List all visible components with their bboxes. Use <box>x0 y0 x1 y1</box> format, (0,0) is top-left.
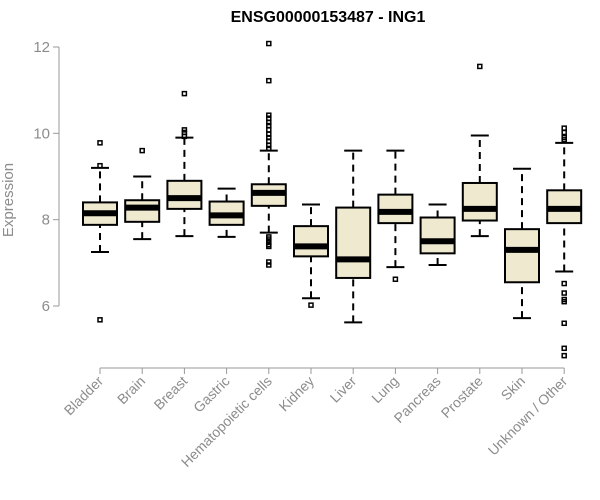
box-group-2 <box>166 90 203 238</box>
box-6 <box>335 206 372 279</box>
outlier-4-10 <box>266 142 272 149</box>
y-axis-label: Expression <box>0 163 17 237</box>
box-8 <box>419 216 456 255</box>
box-group-7 <box>377 149 414 282</box>
outlier-1-0 <box>139 147 145 154</box>
x-tick-label-7: Lung <box>368 373 401 406</box>
outlier-11-10 <box>561 352 567 359</box>
x-tick-label-11: Unknown / Other <box>485 373 571 459</box>
box-group-0 <box>82 140 118 323</box>
outlier-7-0 <box>392 276 399 282</box>
outlier-4-3 <box>266 115 272 121</box>
box-group-11 <box>546 125 583 359</box>
outlier-4-13 <box>266 236 272 242</box>
outlier-11-8 <box>561 320 567 327</box>
box-9 <box>461 181 498 222</box>
box-2 <box>166 179 203 210</box>
box-1 <box>124 199 161 223</box>
outlier-4-17 <box>266 259 272 265</box>
box-series <box>82 40 583 359</box>
outlier-11-1 <box>561 129 567 136</box>
y-tick-label-2: 10 <box>33 125 50 142</box>
box-group-1 <box>124 147 161 241</box>
outlier-5-0 <box>308 302 314 308</box>
outlier-4-0 <box>266 40 272 47</box>
box-group-10 <box>504 167 540 320</box>
box-group-3 <box>208 187 245 238</box>
outlier-4-4 <box>266 119 272 126</box>
outlier-11-5 <box>561 290 567 296</box>
box-group-4 <box>250 40 287 268</box>
chart-title: ENSG00000153487 - ING1 <box>231 9 426 26</box>
x-tick-label-0: Bladder <box>61 373 107 419</box>
outlier-4-1 <box>266 77 272 84</box>
x-tick-label-9: Prostate <box>438 373 486 421</box>
x-tick-label-10: Skin <box>498 373 529 404</box>
y-tick-label-1: 8 <box>42 212 50 229</box>
outlier-11-3 <box>561 137 567 143</box>
outlier-11-0 <box>561 125 567 131</box>
box-group-5 <box>293 203 329 308</box>
outlier-4-9 <box>266 138 272 144</box>
outlier-4-5 <box>266 122 272 129</box>
outlier-0-2 <box>97 317 103 323</box>
outlier-4-6 <box>266 127 272 133</box>
outlier-11-9 <box>561 345 567 352</box>
outlier-0-0 <box>97 140 103 146</box>
outlier-4-16 <box>266 243 272 250</box>
outlier-0-1 <box>97 162 103 169</box>
x-tick-label-8: Pancreas <box>391 373 444 426</box>
outlier-11-7 <box>561 298 567 305</box>
x-tick-label-6: Liver <box>327 373 360 406</box>
x-tick-label-1: Brain <box>114 373 148 407</box>
box-5 <box>293 225 329 258</box>
outlier-11-4 <box>561 280 567 287</box>
outlier-4-18 <box>266 262 272 268</box>
y-axis: 6 8 10 12 <box>33 39 60 315</box>
box-group-8 <box>419 203 456 266</box>
outlier-2-3 <box>181 133 188 140</box>
outlier-4-11 <box>266 145 272 152</box>
box-group-6 <box>335 149 372 324</box>
x-tick-label-5: Kidney <box>276 373 318 415</box>
box-7 <box>377 193 414 225</box>
outlier-4-2 <box>266 112 272 118</box>
box-10 <box>504 228 540 284</box>
outlier-9-0 <box>477 63 483 70</box>
y-tick-label-3: 12 <box>33 39 50 56</box>
x-tick-label-2: Breast <box>151 373 191 413</box>
outlier-2-0 <box>181 90 188 97</box>
y-tick-label-0: 6 <box>42 298 50 315</box>
box-group-9 <box>461 63 498 238</box>
